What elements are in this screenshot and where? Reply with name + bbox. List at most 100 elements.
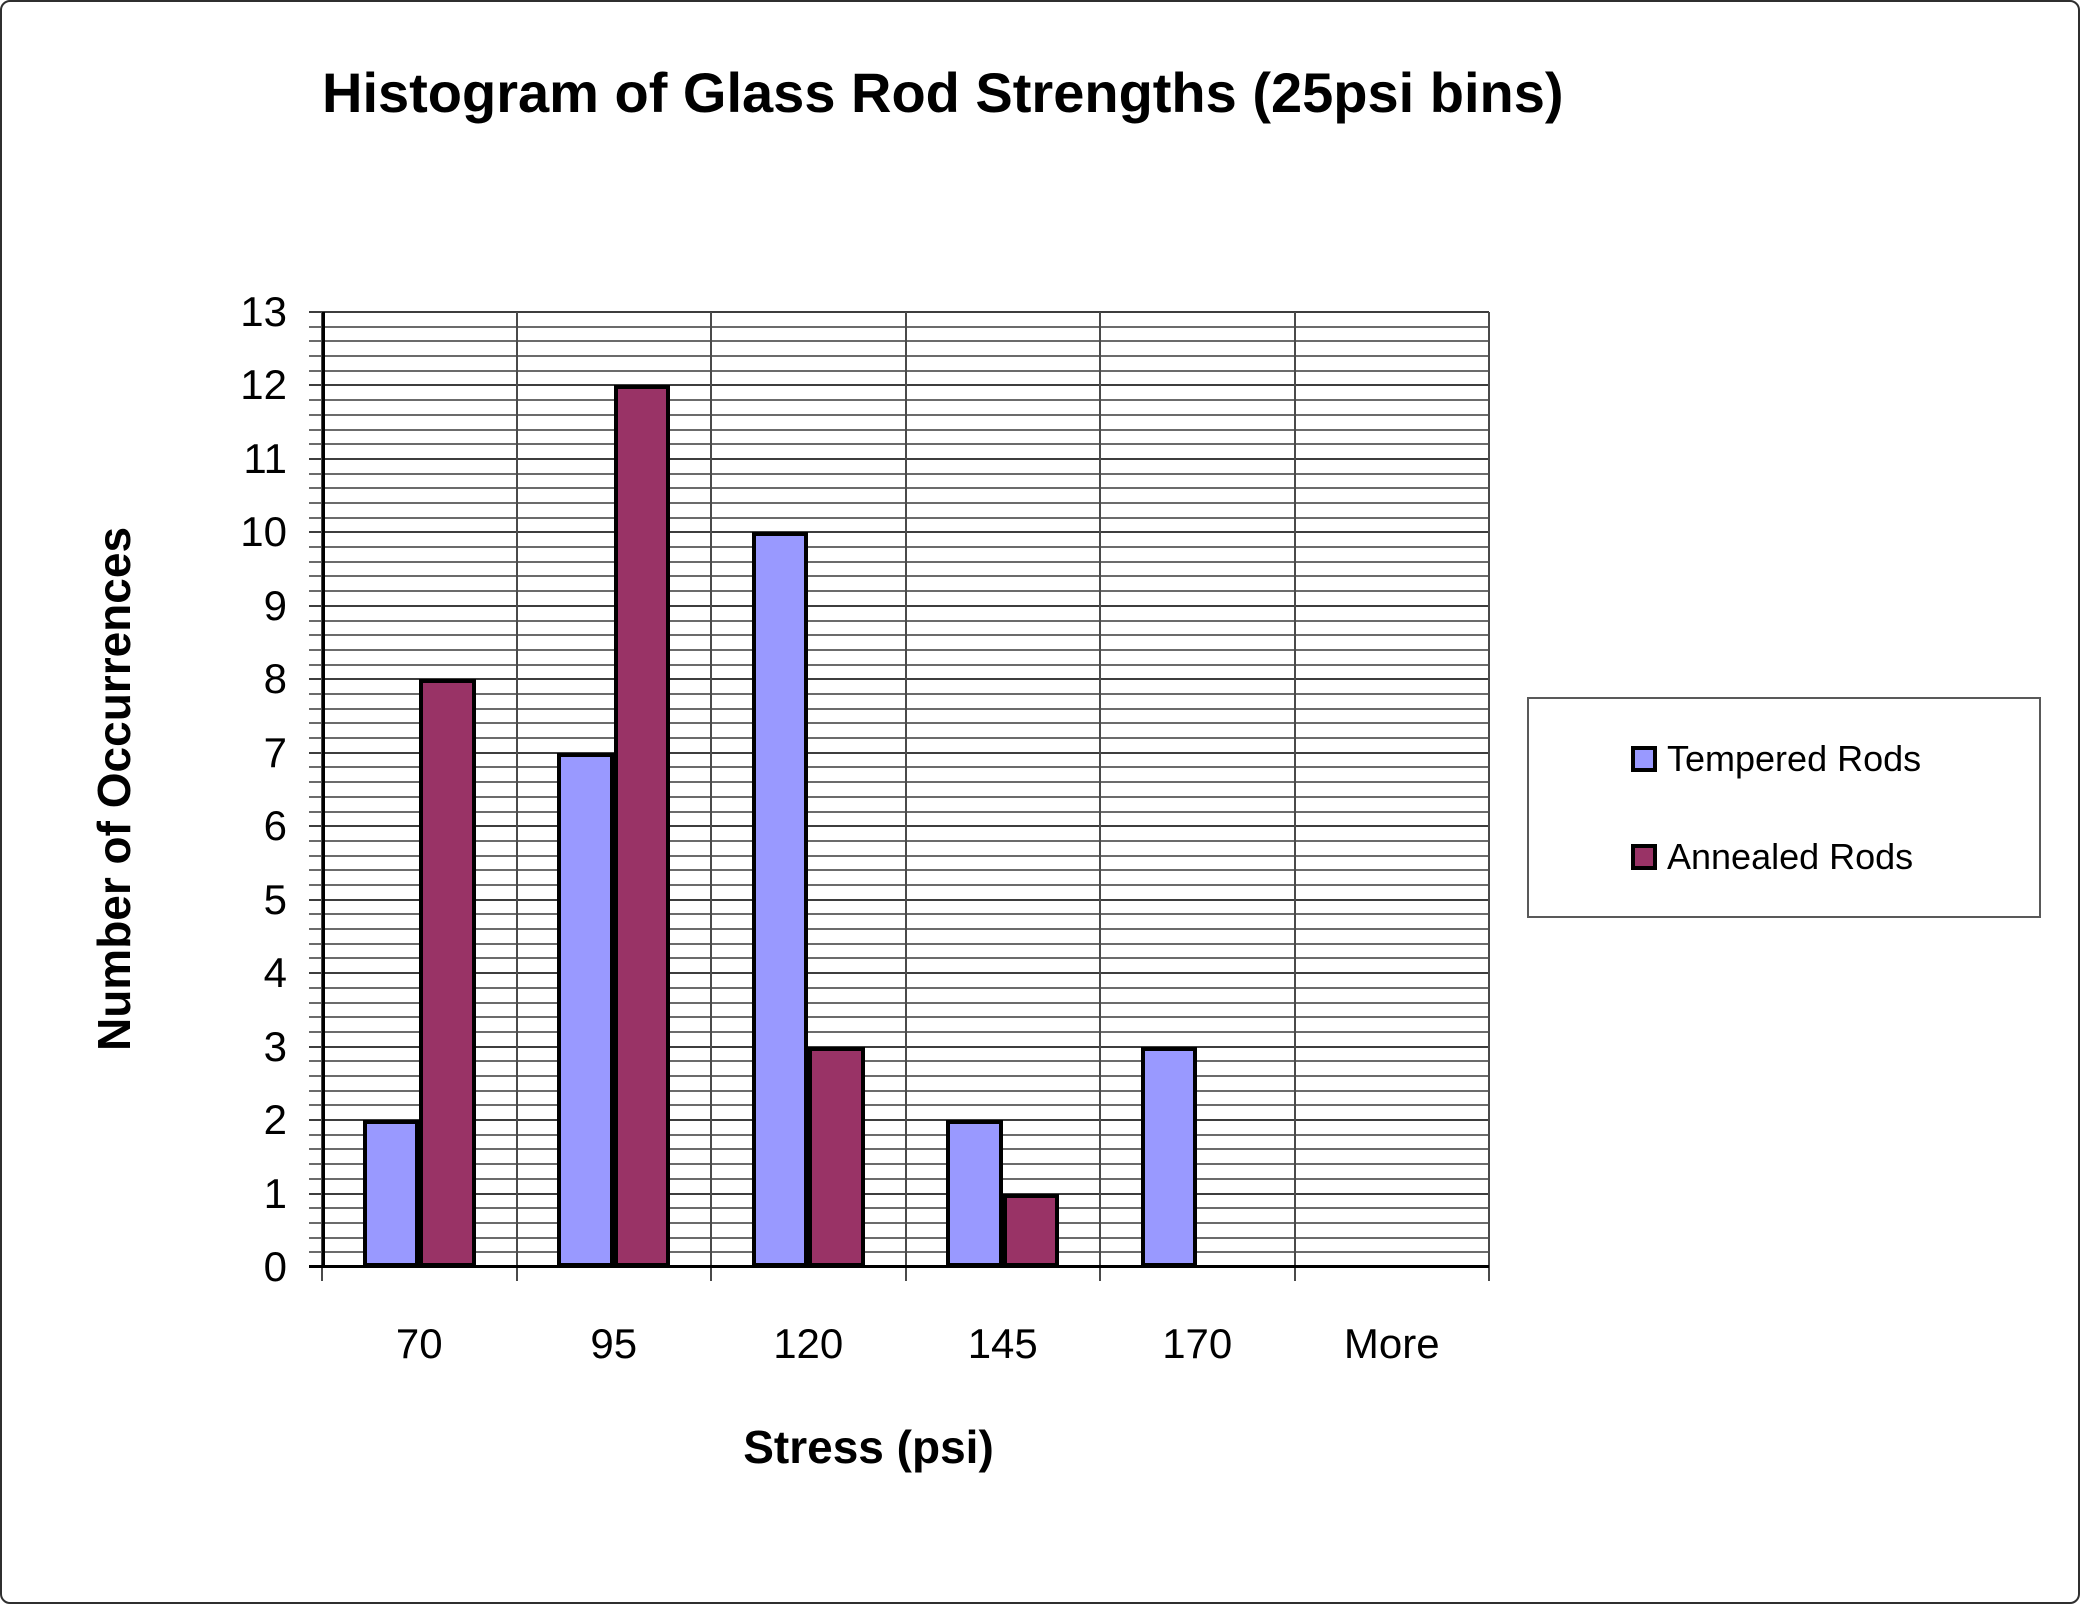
bar-tempered-rods-120 [751, 532, 809, 1267]
minor-gridline [309, 560, 1489, 563]
y-tick-label-9: 9 [263, 581, 287, 629]
y-tick-label-5: 5 [263, 875, 287, 923]
minor-gridline [309, 1133, 1489, 1136]
minor-gridline [309, 355, 1489, 358]
category-boundary-gridline [1293, 312, 1296, 1281]
y-axis-line [322, 312, 325, 1268]
major-gridline-y-6 [309, 825, 1489, 828]
bar-tempered-rods-145 [946, 1120, 1003, 1267]
major-gridline-y-10 [309, 531, 1489, 534]
legend-label: Tempered Rods [1667, 737, 1922, 779]
minor-gridline [309, 502, 1489, 504]
y-tick-label-12: 12 [240, 361, 287, 409]
bar-annealed-rods-70 [419, 679, 476, 1267]
minor-gridline [309, 781, 1489, 784]
category-boundary-gridline [1488, 312, 1490, 1281]
minor-gridline [309, 413, 1489, 416]
y-tick-label-6: 6 [263, 802, 287, 850]
minor-gridline [309, 1177, 1489, 1180]
minor-gridline [309, 942, 1489, 945]
minor-gridline [309, 325, 1489, 328]
x-axis-title: Stress (psi) [743, 1421, 994, 1473]
x-tick-label-more: More [1343, 1320, 1440, 1367]
legend-item-annealed-rods: Annealed Rods [1631, 835, 1914, 877]
y-tick-label-0: 0 [263, 1243, 287, 1290]
minor-gridline [309, 516, 1489, 519]
legend-item-tempered-rods: Tempered Rods [1631, 737, 1922, 779]
minor-gridline [309, 1104, 1489, 1107]
y-tick-label-3: 3 [263, 1022, 287, 1070]
major-gridline-y-13 [309, 311, 1489, 313]
category-boundary-gridline [904, 312, 907, 1281]
minor-gridline [309, 913, 1489, 916]
y-axis-title: Number of Occurrences [88, 526, 140, 1052]
bar-tempered-rods-170 [1140, 1046, 1198, 1267]
minor-gridline [309, 619, 1489, 622]
bar-annealed-rods-145 [1002, 1193, 1060, 1267]
major-gridline-y-5 [309, 898, 1489, 901]
y-tick-label-2: 2 [263, 1096, 287, 1144]
minor-gridline [309, 487, 1489, 490]
minor-gridline [309, 663, 1489, 666]
y-tick-label-10: 10 [240, 508, 287, 556]
minor-gridline [309, 546, 1489, 549]
minor-gridline [309, 869, 1489, 872]
minor-gridline [309, 1016, 1489, 1019]
legend-swatch-icon [1631, 843, 1657, 870]
minor-gridline [309, 340, 1489, 343]
y-tick-label-4: 4 [263, 949, 287, 997]
y-tick-label-11: 11 [243, 434, 287, 482]
category-boundary-gridline [515, 312, 518, 1281]
minor-gridline [309, 1236, 1489, 1239]
legend-swatch-icon [1631, 745, 1657, 772]
y-tick-label-13: 13 [240, 288, 287, 335]
bar-tempered-rods-95 [557, 752, 614, 1267]
minor-gridline [309, 648, 1489, 651]
minor-gridline [309, 1163, 1489, 1166]
x-tick-label-170: 170 [1162, 1320, 1233, 1367]
minor-gridline [309, 957, 1489, 960]
minor-gridline [309, 986, 1489, 989]
major-gridline-y-9 [309, 604, 1489, 607]
legend-label: Annealed Rods [1667, 835, 1914, 877]
major-gridline-y-2 [309, 1119, 1489, 1122]
y-tick-label-7: 7 [263, 728, 287, 776]
bar-annealed-rods-95 [613, 385, 671, 1267]
y-tick-label-8: 8 [263, 655, 287, 703]
minor-gridline [309, 722, 1489, 725]
y-tick-label-1: 1 [263, 1169, 287, 1217]
minor-gridline [309, 1207, 1489, 1210]
minor-gridline [309, 472, 1489, 475]
legend: Tempered Rods Annealed Rods [1527, 697, 2041, 918]
minor-gridline [309, 766, 1489, 769]
bar-tempered-rods-70 [362, 1120, 420, 1267]
major-gridline-y-11 [309, 457, 1489, 460]
major-gridline-y-8 [309, 678, 1489, 681]
x-axis-line [309, 1265, 1489, 1268]
minor-gridline [309, 1030, 1489, 1033]
category-boundary-gridline [1099, 312, 1101, 1281]
minor-gridline [309, 634, 1489, 637]
minor-gridline [309, 1089, 1489, 1092]
minor-gridline [309, 1221, 1489, 1224]
minor-gridline [309, 575, 1489, 578]
minor-gridline [309, 1075, 1489, 1077]
category-boundary-gridline [710, 312, 712, 1281]
minor-gridline [309, 1001, 1489, 1004]
minor-gridline [309, 693, 1489, 695]
minor-gridline [309, 1251, 1489, 1254]
minor-gridline [309, 1148, 1489, 1151]
major-gridline-y-4 [309, 972, 1489, 975]
minor-gridline [309, 428, 1489, 431]
minor-gridline [309, 399, 1489, 402]
x-tick-label-95: 95 [590, 1320, 638, 1367]
minor-gridline [309, 590, 1489, 593]
minor-gridline [309, 795, 1489, 798]
minor-gridline [309, 839, 1489, 842]
minor-gridline [309, 369, 1489, 372]
minor-gridline [309, 443, 1489, 446]
x-tick-label-70: 70 [395, 1320, 443, 1367]
minor-gridline [309, 854, 1489, 857]
minor-gridline [309, 810, 1489, 813]
major-gridline-y-7 [309, 751, 1489, 754]
